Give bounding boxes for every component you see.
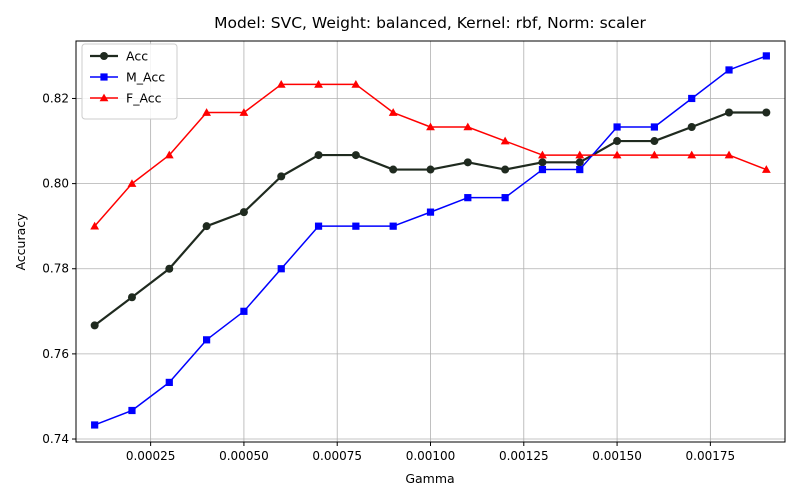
x-tick-label: 0.00125 bbox=[499, 449, 549, 463]
data-point bbox=[128, 406, 136, 415]
data-point bbox=[426, 122, 435, 131]
legend-marker bbox=[100, 52, 108, 60]
y-tick-label: 0.74 bbox=[42, 432, 69, 446]
data-point bbox=[127, 179, 137, 187]
data-point bbox=[463, 122, 473, 131]
legend-entry: M_Acc bbox=[90, 70, 165, 85]
data-point bbox=[538, 158, 547, 167]
data-point bbox=[575, 150, 585, 159]
y-tick-label: 0.78 bbox=[42, 262, 69, 276]
data-point bbox=[538, 150, 547, 159]
data-point bbox=[725, 108, 734, 117]
y-tick-label: 0.80 bbox=[42, 177, 69, 191]
x-tick-label: 0.00025 bbox=[126, 449, 176, 463]
data-point bbox=[650, 123, 658, 131]
data-point bbox=[426, 208, 435, 216]
legend-marker bbox=[99, 93, 109, 102]
data-point bbox=[127, 293, 136, 302]
y-axis-label: Accuracy bbox=[13, 213, 28, 271]
data-point bbox=[762, 108, 771, 117]
legend-entry: F_Acc bbox=[90, 91, 162, 106]
data-point bbox=[501, 194, 509, 202]
y-tick-label: 0.76 bbox=[42, 347, 69, 361]
x-tick-label: 0.00100 bbox=[406, 449, 456, 463]
data-point bbox=[165, 378, 173, 387]
data-point bbox=[426, 165, 435, 174]
data-point bbox=[314, 222, 323, 230]
data-point bbox=[314, 80, 323, 88]
legend-marker bbox=[100, 73, 108, 81]
data-point bbox=[352, 222, 360, 230]
data-point bbox=[351, 151, 360, 160]
data-point bbox=[202, 222, 211, 231]
data-point bbox=[687, 150, 697, 159]
data-point bbox=[277, 172, 286, 181]
data-point bbox=[91, 421, 99, 429]
data-point bbox=[687, 122, 696, 131]
series-acc bbox=[90, 108, 771, 330]
data-point bbox=[389, 165, 398, 174]
legend-label: F_Acc bbox=[126, 91, 162, 106]
data-point bbox=[90, 221, 100, 230]
data-point bbox=[725, 66, 733, 74]
data-point bbox=[388, 108, 398, 116]
data-point bbox=[314, 151, 323, 160]
x-tick-label: 0.00075 bbox=[312, 449, 362, 463]
series-f-acc bbox=[90, 80, 771, 230]
x-tick-label: 0.00175 bbox=[686, 449, 736, 463]
data-point bbox=[463, 158, 472, 167]
data-point bbox=[688, 94, 696, 103]
data-point bbox=[464, 194, 472, 202]
series-group bbox=[90, 52, 771, 429]
series-m-acc bbox=[91, 52, 770, 429]
data-point bbox=[277, 265, 285, 273]
data-point bbox=[613, 123, 621, 131]
data-point bbox=[612, 150, 622, 159]
data-point bbox=[165, 264, 174, 273]
data-point bbox=[239, 208, 248, 217]
data-point bbox=[389, 222, 397, 230]
y-tick-label: 0.82 bbox=[42, 91, 69, 105]
data-point bbox=[613, 137, 622, 146]
legend-label: M_Acc bbox=[126, 70, 165, 85]
data-point bbox=[576, 165, 584, 174]
data-point bbox=[164, 150, 174, 159]
x-tick-label: 0.00150 bbox=[592, 449, 642, 463]
data-point bbox=[351, 80, 361, 88]
data-point bbox=[500, 136, 510, 145]
axes: 0.00025 0.00050 0.00075 0.00100 0.00125 0.001… bbox=[42, 40, 786, 463]
data-point bbox=[276, 80, 286, 88]
data-point bbox=[90, 321, 99, 330]
x-axis-label: Gamma bbox=[405, 471, 454, 486]
chart-title: Model: SVC, Weight: balanced, Kernel: rb… bbox=[214, 14, 646, 32]
data-point bbox=[761, 165, 771, 173]
data-point bbox=[240, 307, 248, 315]
data-point bbox=[649, 150, 659, 159]
grid-lines bbox=[76, 41, 785, 442]
x-tick-label: 0.00050 bbox=[219, 449, 269, 463]
data-point bbox=[575, 158, 584, 167]
data-point bbox=[501, 165, 510, 174]
legend-label: Acc bbox=[126, 49, 148, 64]
legend-entry: Acc bbox=[90, 49, 148, 64]
data-point bbox=[202, 108, 212, 116]
legend: Acc M_Acc F_Acc bbox=[81, 43, 178, 120]
data-point bbox=[724, 150, 734, 159]
data-point bbox=[239, 108, 249, 116]
data-point bbox=[650, 137, 659, 146]
data-point bbox=[203, 336, 211, 344]
data-point bbox=[762, 52, 770, 60]
data-point bbox=[538, 165, 547, 174]
